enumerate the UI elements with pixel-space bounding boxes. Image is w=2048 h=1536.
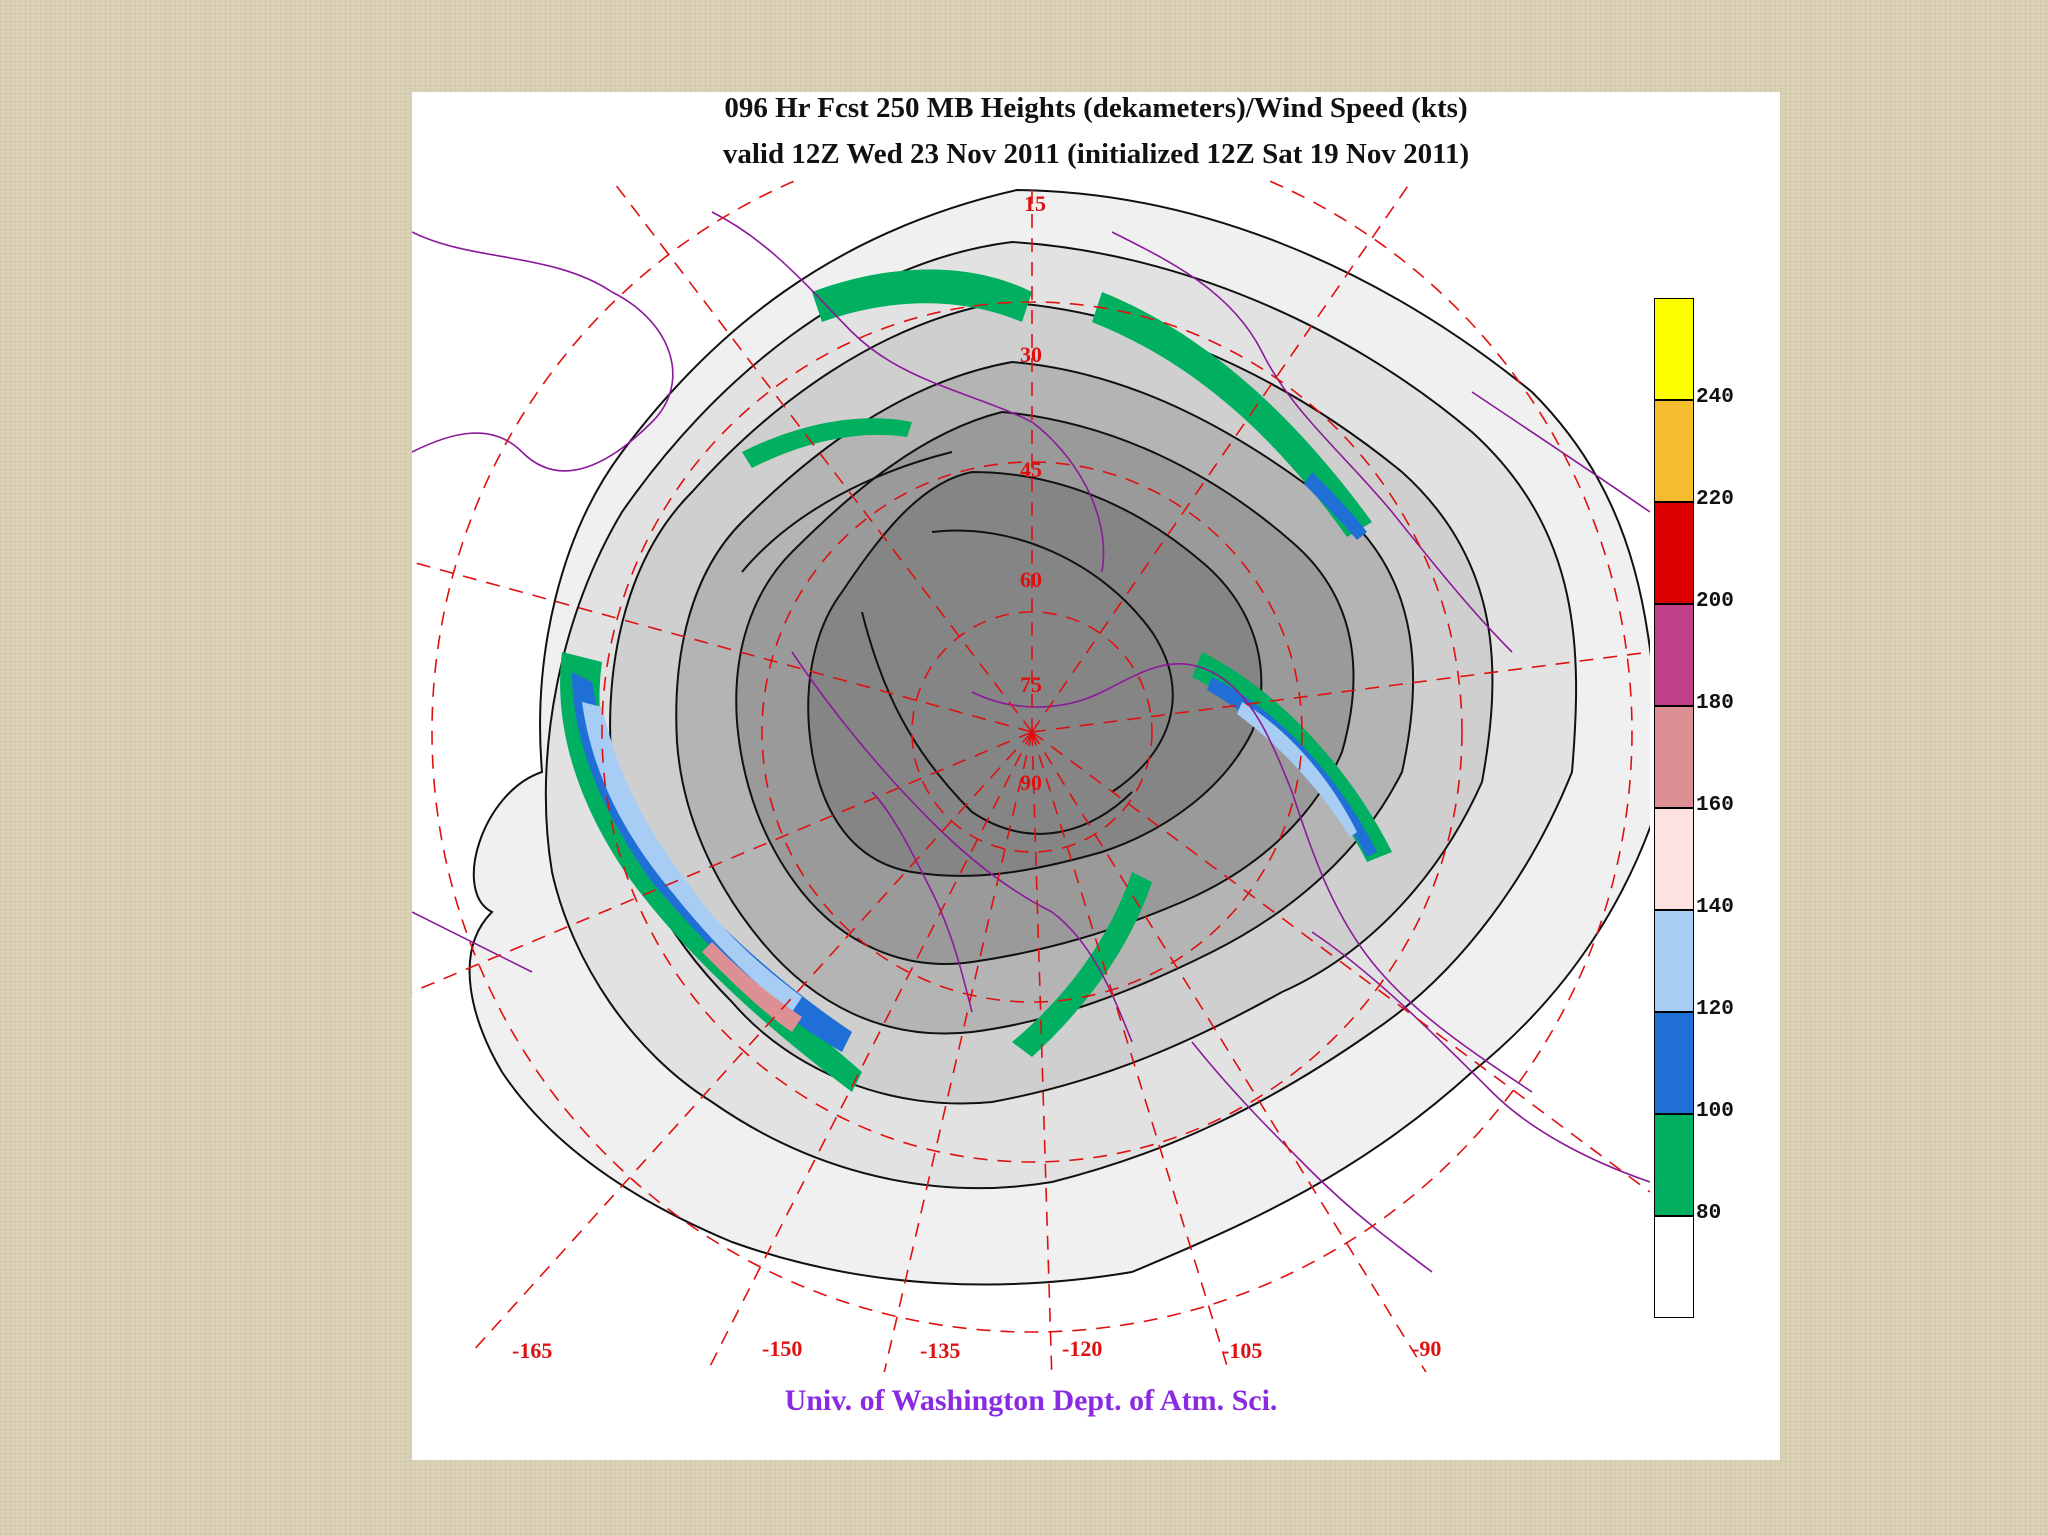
colorbar-bin <box>1654 502 1694 604</box>
longitude-label-90: -90 <box>1412 1336 1441 1361</box>
height-contour <box>861 611 1133 835</box>
colorbar-tick-240: 240 <box>1696 386 1734 409</box>
colorbar-tick-120: 120 <box>1696 998 1734 1021</box>
colorbar-tick-160: 160 <box>1696 794 1734 817</box>
jet-west-max <box>702 942 802 1032</box>
map-subtitle: valid 12Z Wed 23 Nov 2011 (initialized 1… <box>722 138 1470 170</box>
colorbar-bin <box>1654 400 1694 502</box>
longitude-label-165: -165 <box>512 1338 552 1363</box>
longitude-label-105: -105 <box>1222 1338 1262 1363</box>
latitude-label-75: 75 <box>1020 672 1042 697</box>
colorbar-bin <box>1654 1012 1694 1114</box>
graticule <box>412 180 1650 1372</box>
jet-ne-blue <box>1304 472 1367 540</box>
jet-ne-green <box>1092 292 1372 537</box>
jet-southeast-green <box>1012 872 1152 1057</box>
latitude-label-90: 90 <box>1020 770 1042 795</box>
latitude-label-60: 60 <box>1020 567 1042 592</box>
jet-east-blue <box>1207 677 1377 857</box>
colorbar-bin <box>1654 298 1694 400</box>
colorbar-bin <box>1654 604 1694 706</box>
longitude-label-120: -120 <box>1062 1336 1102 1361</box>
jet-inner-green <box>742 418 912 468</box>
jet-north-green <box>812 269 1032 322</box>
latitude-label-30: 30 <box>1020 342 1042 367</box>
colorbar-bin <box>1654 910 1694 1012</box>
latitude-label-45: 45 <box>1020 457 1042 482</box>
jet-west-blue <box>572 672 852 1052</box>
credit-text: Univ. of Washington Dept. of Atm. Sci. <box>784 1384 1278 1417</box>
longitude-label-150: -150 <box>762 1336 802 1361</box>
colorbar-tick-180: 180 <box>1696 692 1734 715</box>
colorbar-bin <box>1654 706 1694 808</box>
map-title: 096 Hr Fcst 250 MB Heights (dekameters)/… <box>724 92 1468 124</box>
latitude-label-15: 15 <box>1024 191 1046 216</box>
colorbar-tick-80: 80 <box>1696 1202 1722 1225</box>
colorbar-bin <box>1654 1216 1694 1318</box>
colorbar-bin <box>1654 1114 1694 1216</box>
colorbar-tick-100: 100 <box>1696 1100 1734 1123</box>
colorbar-tick-140: 140 <box>1696 896 1734 919</box>
colorbar-bin <box>1654 808 1694 910</box>
colorbar-tick-200: 200 <box>1696 590 1734 613</box>
forecast-map-panel: 096 Hr Fcst 250 MB Heights (dekameters)/… <box>412 92 1780 1460</box>
polar-stereographic-map: 15 30 45 60 75 90 -165 -150 -135 -120 -1… <box>412 180 1650 1372</box>
longitude-label-135: -135 <box>920 1338 960 1363</box>
height-field-core <box>807 470 1263 877</box>
height-contour <box>931 529 1174 793</box>
wind-speed-colorbar: 240 220 200 180 160 140 120 100 80 <box>1654 298 1754 1324</box>
jet-west-lightblue <box>582 702 802 1012</box>
height-contour <box>741 451 953 573</box>
coastlines <box>412 211 1650 1273</box>
colorbar-tick-220: 220 <box>1696 488 1734 511</box>
